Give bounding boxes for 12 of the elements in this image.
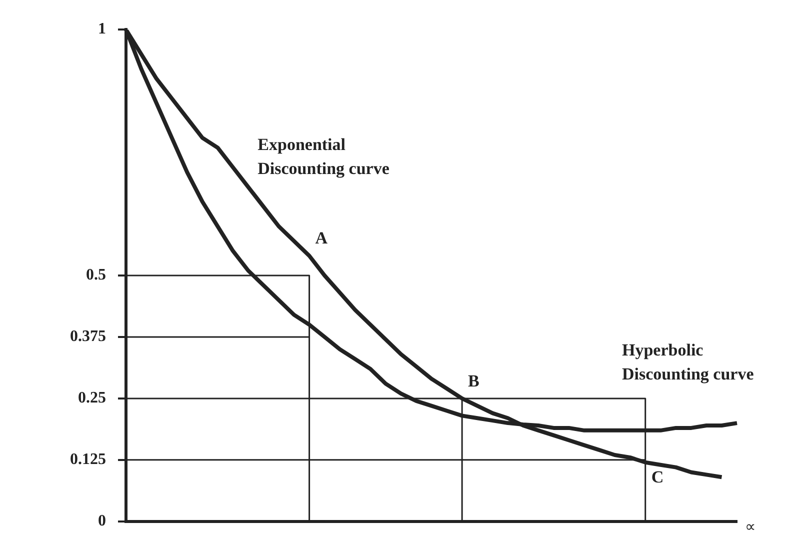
- annotation: A: [315, 228, 328, 248]
- y-tick-label: 0.25: [78, 390, 106, 407]
- y-tick-label: 0: [98, 512, 106, 530]
- annotation: C: [651, 467, 664, 486]
- y-tick-label: 0.125: [70, 451, 106, 468]
- text: ∝: [745, 519, 756, 536]
- annotation: B: [468, 371, 480, 390]
- series-label: Exponential Discounting curve: [258, 135, 390, 178]
- y-tick-label: 0.375: [70, 328, 106, 346]
- text: Hyperbolic Discounting curve: [622, 340, 754, 384]
- y-tick-label: 0.5: [86, 266, 106, 284]
- y-tick-label: 1: [98, 20, 106, 38]
